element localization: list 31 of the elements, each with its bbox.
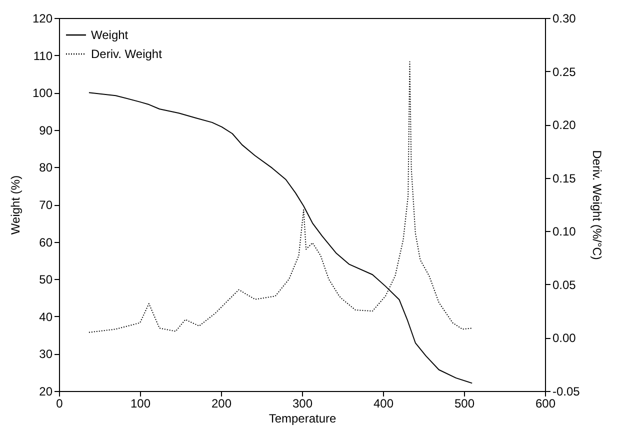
x-tick-label: 500 <box>454 396 475 410</box>
y2-tick-label: -0.05 <box>552 384 580 398</box>
x-tick-label: 0 <box>56 396 64 410</box>
y-tick-label: 90 <box>39 123 53 138</box>
y2-tick-label: 0.00 <box>552 331 576 346</box>
y-tick-label: 50 <box>39 272 53 287</box>
x-tick-label: 600 <box>535 396 556 410</box>
y2-tick-label: 0.20 <box>552 118 576 132</box>
y-tick-label: 30 <box>39 347 53 362</box>
y2-tick-label: 0.30 <box>552 12 576 26</box>
y-tick-label: 60 <box>39 235 53 250</box>
legend-label: Weight <box>91 28 129 42</box>
y2-tick-label: 0.10 <box>552 224 576 239</box>
y-tick-label: 110 <box>33 48 53 63</box>
y2-tick-label: 0.25 <box>552 64 576 79</box>
x-tick-label: 400 <box>373 396 394 410</box>
x-tick-label: 200 <box>211 396 232 410</box>
y-tick-label: 100 <box>32 86 53 100</box>
y-tick-label: 120 <box>32 12 53 26</box>
y-tick-label: 70 <box>39 198 53 212</box>
y-axis-title: Weight (%) <box>8 175 22 235</box>
y2-tick-label: 0.15 <box>552 171 576 186</box>
x-tick-label: 100 <box>130 396 151 410</box>
x-axis-title: Temperature <box>268 412 337 426</box>
legend-label: Deriv. Weight <box>91 47 163 61</box>
y2-tick-label: 0.05 <box>552 278 576 292</box>
y-tick-label: 80 <box>39 160 53 175</box>
y2-axis-title: Deriv. Weight (%/°C) <box>590 150 604 260</box>
y-tick-label: 40 <box>39 310 53 324</box>
y-tick-label: 20 <box>39 384 53 398</box>
x-tick-label: 300 <box>292 396 313 410</box>
